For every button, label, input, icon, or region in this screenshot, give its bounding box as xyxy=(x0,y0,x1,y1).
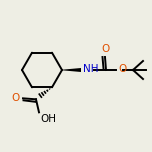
Text: O: O xyxy=(12,93,20,103)
Text: O: O xyxy=(101,44,110,54)
Text: OH: OH xyxy=(40,114,56,124)
Polygon shape xyxy=(62,68,81,72)
Text: NH: NH xyxy=(83,64,98,74)
Text: O: O xyxy=(118,64,126,74)
